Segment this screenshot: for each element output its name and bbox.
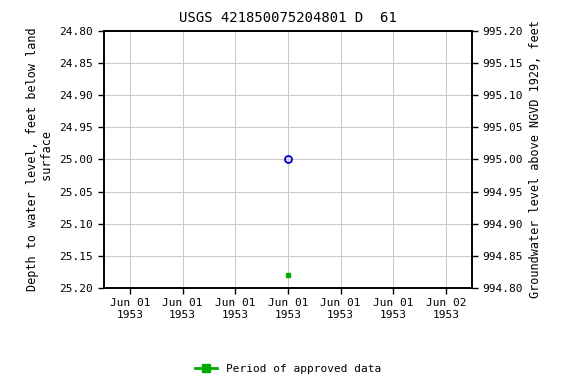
Legend: Period of approved data: Period of approved data bbox=[191, 359, 385, 379]
Title: USGS 421850075204801 D  61: USGS 421850075204801 D 61 bbox=[179, 12, 397, 25]
Y-axis label: Groundwater level above NGVD 1929, feet: Groundwater level above NGVD 1929, feet bbox=[529, 20, 542, 298]
Y-axis label: Depth to water level, feet below land
 surface: Depth to water level, feet below land su… bbox=[26, 28, 54, 291]
